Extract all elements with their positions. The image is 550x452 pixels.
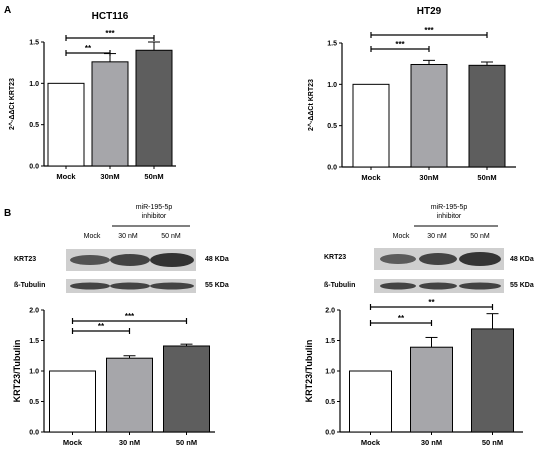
chart-left-densitometry: 0.0 0.5 1.0 1.5 2.0 KRT23/Tubulin Mock 30 nM 50 … bbox=[12, 308, 215, 447]
blot-row-label: KRT23 bbox=[14, 256, 36, 263]
bar bbox=[135, 49, 173, 167]
x-tick-label: Mock bbox=[63, 438, 83, 447]
x-tick-label: 30 nM bbox=[119, 438, 140, 447]
bar bbox=[410, 63, 448, 168]
y-axis-label: 2^-ΔΔCt KRT23 bbox=[8, 78, 16, 130]
x-tick-label: 50nM bbox=[477, 173, 496, 182]
bar bbox=[471, 328, 514, 433]
blot-band bbox=[419, 253, 457, 265]
blot-band bbox=[419, 282, 457, 290]
blot-size-label: 55 KDa bbox=[510, 282, 534, 289]
y-tick-label: 0.0 bbox=[327, 165, 337, 172]
chart-title: HT29 bbox=[417, 6, 442, 17]
x-tick-label: Mock bbox=[361, 438, 381, 447]
y-tick-label: 1.5 bbox=[29, 40, 39, 47]
y-tick-label: 0.5 bbox=[29, 122, 39, 129]
y-tick-label: 0.0 bbox=[29, 430, 39, 437]
bar bbox=[163, 345, 210, 433]
y-tick-label: 1.5 bbox=[327, 41, 337, 48]
y-tick-label: 1.0 bbox=[325, 369, 335, 376]
significance-label: *** bbox=[105, 29, 115, 38]
y-tick-label: 1.0 bbox=[327, 82, 337, 89]
x-tick-label: 30nM bbox=[419, 173, 438, 182]
y-tick-label: 1.0 bbox=[29, 369, 39, 376]
blot-band bbox=[110, 282, 150, 290]
blot-band bbox=[380, 254, 416, 264]
blot-size-label: 48 KDa bbox=[205, 256, 229, 263]
bar bbox=[468, 64, 506, 168]
bar bbox=[49, 370, 96, 433]
blot-row-label: ß-Tubulin bbox=[324, 282, 355, 289]
y-tick-label: 0.0 bbox=[325, 430, 335, 437]
y-axis-label: 2^-ΔΔCt KRT23 bbox=[307, 79, 315, 131]
blot-lane-label: 30 nM bbox=[118, 233, 138, 240]
blot-lane-label: Mock bbox=[84, 233, 101, 240]
blot-size-label: 48 KDa bbox=[510, 256, 534, 263]
significance-label: ** bbox=[85, 44, 92, 53]
significance-label: *** bbox=[395, 40, 405, 49]
bar bbox=[410, 346, 453, 433]
chart-right-densitometry: 0.0 0.5 1.0 1.5 2.0 KRT23/Tubulin Mock 30 nM 50 … bbox=[304, 298, 523, 447]
x-tick-label: Mock bbox=[361, 173, 381, 182]
x-tick-label: Mock bbox=[56, 172, 76, 181]
western-blot-right: miR-195-5p inhibitor Mock 30 nM 50 nM KR… bbox=[324, 204, 534, 293]
significance-label: ** bbox=[398, 314, 405, 323]
blot-band bbox=[459, 282, 501, 290]
x-tick-label: 50 nM bbox=[176, 438, 197, 447]
blot-treatment-label: miR-195-5p bbox=[431, 204, 468, 211]
blot-band bbox=[150, 253, 194, 267]
chart-hct116-qpcr: 0.0 0.5 1.0 1.5 2^-ΔΔCt KRT23 HCT116 Mock 30nM 5… bbox=[8, 11, 176, 181]
y-tick-label: 2.0 bbox=[29, 308, 39, 315]
y-axis-label: KRT23/Tubulin bbox=[12, 340, 22, 403]
blot-band bbox=[70, 282, 110, 290]
x-tick-label: 50nM bbox=[144, 172, 163, 181]
x-tick-label: 30 nM bbox=[421, 438, 442, 447]
blot-lane-label: 50 nM bbox=[470, 233, 490, 240]
bar bbox=[106, 357, 153, 433]
x-tick-label: 50 nM bbox=[482, 438, 503, 447]
significance-label: ** bbox=[98, 322, 105, 331]
bar bbox=[349, 370, 392, 433]
chart-title: HCT116 bbox=[92, 11, 129, 22]
y-tick-label: 0.5 bbox=[325, 399, 335, 406]
blot-image bbox=[374, 248, 504, 293]
y-tick-label: 1.0 bbox=[29, 81, 39, 88]
bar bbox=[47, 82, 85, 167]
blot-band bbox=[110, 254, 150, 266]
significance-label: ** bbox=[428, 298, 435, 307]
panel-label-b: B bbox=[4, 208, 11, 219]
chart-ht29-qpcr: 0.0 0.5 1.0 1.5 2^-ΔΔCt KRT23 HT29 Mock 30nM 50n… bbox=[307, 6, 516, 182]
blot-band bbox=[380, 282, 416, 290]
y-tick-label: 2.0 bbox=[325, 308, 335, 315]
blot-row-label: ß-Tubulin bbox=[14, 282, 45, 289]
blot-band bbox=[150, 282, 194, 290]
blot-lane-label: 30 nM bbox=[427, 233, 447, 240]
blot-treatment-sub-label: inhibitor bbox=[142, 213, 167, 220]
blot-lane-label: 50 nM bbox=[161, 233, 181, 240]
bar bbox=[352, 83, 390, 168]
y-tick-label: 0.5 bbox=[327, 123, 337, 130]
blot-image bbox=[66, 249, 196, 293]
y-axis-label: KRT23/Tubulin bbox=[304, 340, 314, 403]
panel-label-a: A bbox=[4, 5, 11, 16]
x-tick-label: 30nM bbox=[100, 172, 119, 181]
y-tick-label: 0.5 bbox=[29, 399, 39, 406]
blot-treatment-sub-label: inhibitor bbox=[437, 213, 462, 220]
western-blot-left: miR-195-5p inhibitor Mock 30 nM 50 nM KR… bbox=[14, 204, 229, 293]
significance-label: *** bbox=[125, 312, 135, 321]
blot-size-label: 55 KDa bbox=[205, 282, 229, 289]
blot-lane-label: Mock bbox=[393, 233, 410, 240]
blot-treatment-label: miR-195-5p bbox=[136, 204, 173, 211]
blot-band bbox=[70, 255, 110, 265]
blot-row-label: KRT23 bbox=[324, 254, 346, 261]
bar bbox=[91, 61, 129, 167]
significance-label: *** bbox=[424, 26, 434, 35]
y-tick-label: 0.0 bbox=[29, 164, 39, 171]
blot-band bbox=[459, 252, 501, 266]
y-tick-label: 1.5 bbox=[29, 338, 39, 345]
y-tick-label: 1.5 bbox=[325, 338, 335, 345]
